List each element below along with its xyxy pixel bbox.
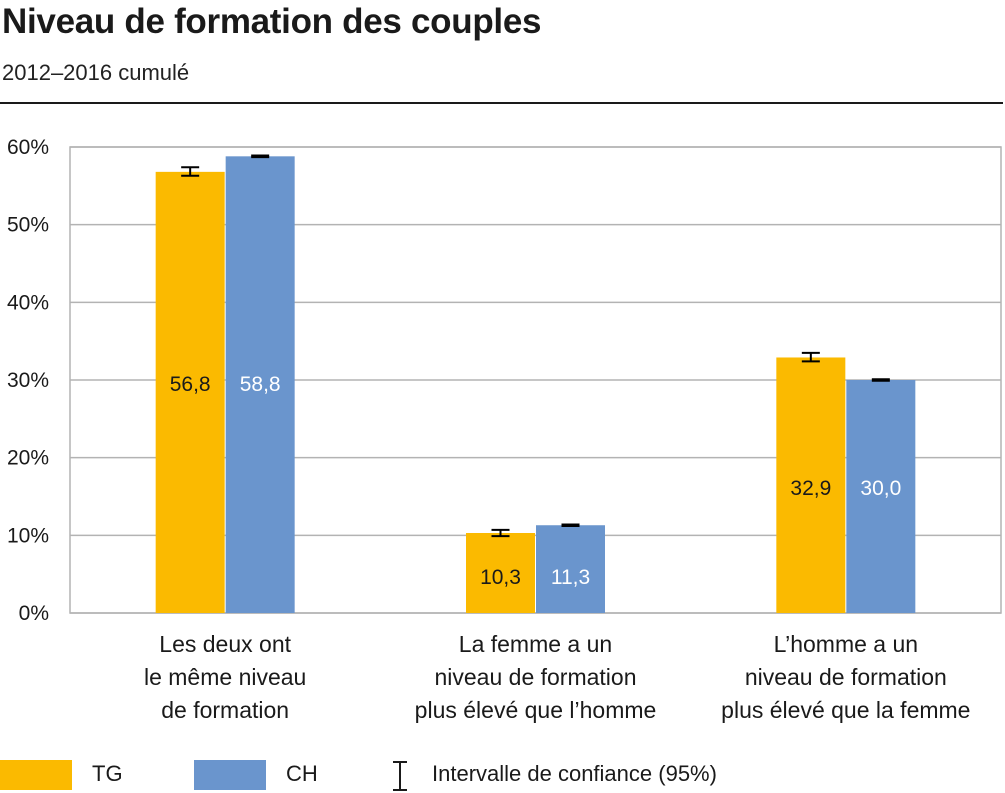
x-category-label: niveau de formation [434, 664, 636, 690]
x-category-label: La femme a un [459, 631, 612, 657]
data-label: 32,9 [790, 477, 831, 500]
x-category-label: le même niveau [144, 664, 306, 690]
legend-label-ci: Intervalle de confiance (95%) [432, 761, 717, 786]
bar-tg [155, 171, 225, 613]
y-tick-label: 10% [7, 524, 49, 547]
data-label: 10,3 [480, 566, 521, 589]
confidence-interval-icon [393, 761, 407, 791]
data-label: 11,3 [551, 566, 590, 589]
bar-ch [846, 380, 916, 613]
title-divider [0, 102, 1003, 104]
legend-swatch-ch [194, 760, 266, 790]
x-category-label: plus élevé que la femme [721, 697, 970, 723]
x-category-label: Les deux ont [159, 631, 291, 657]
bar-ch [536, 525, 605, 613]
legend-label-tg: TG [92, 761, 123, 786]
data-label: 58,8 [240, 373, 281, 396]
data-label: 56,8 [170, 373, 211, 396]
y-tick-label: 60% [7, 136, 49, 159]
bar-chart: 0% 10% 20% 30% 40% 50% 60% 56,8 58,8 Les deux ont… [7, 136, 1002, 723]
bar-tg [466, 533, 535, 613]
y-tick-label: 50% [7, 214, 49, 237]
plot-frame [69, 146, 1002, 614]
y-tick-label: 40% [7, 291, 49, 314]
data-label: 30,0 [860, 477, 901, 500]
y-tick-label: 0% [19, 602, 49, 625]
chart-title: Niveau de formation des couples [2, 2, 542, 41]
x-category-label: de formation [161, 697, 289, 723]
legend-label-ch: CH [286, 761, 318, 786]
x-category-label: plus élevé que l’homme [415, 697, 657, 723]
x-category-label: niveau de formation [745, 664, 947, 690]
chart-subtitle: 2012–2016 cumulé [2, 60, 190, 85]
x-category-label: L’homme a un [774, 631, 918, 657]
bar-tg [776, 357, 846, 613]
bar-ch [225, 156, 295, 613]
legend-swatch-tg [0, 760, 72, 790]
y-tick-label: 20% [7, 447, 49, 470]
legend: TG CH Intervalle de confiance (95%) [0, 758, 1005, 792]
y-tick-label: 30% [7, 369, 49, 392]
